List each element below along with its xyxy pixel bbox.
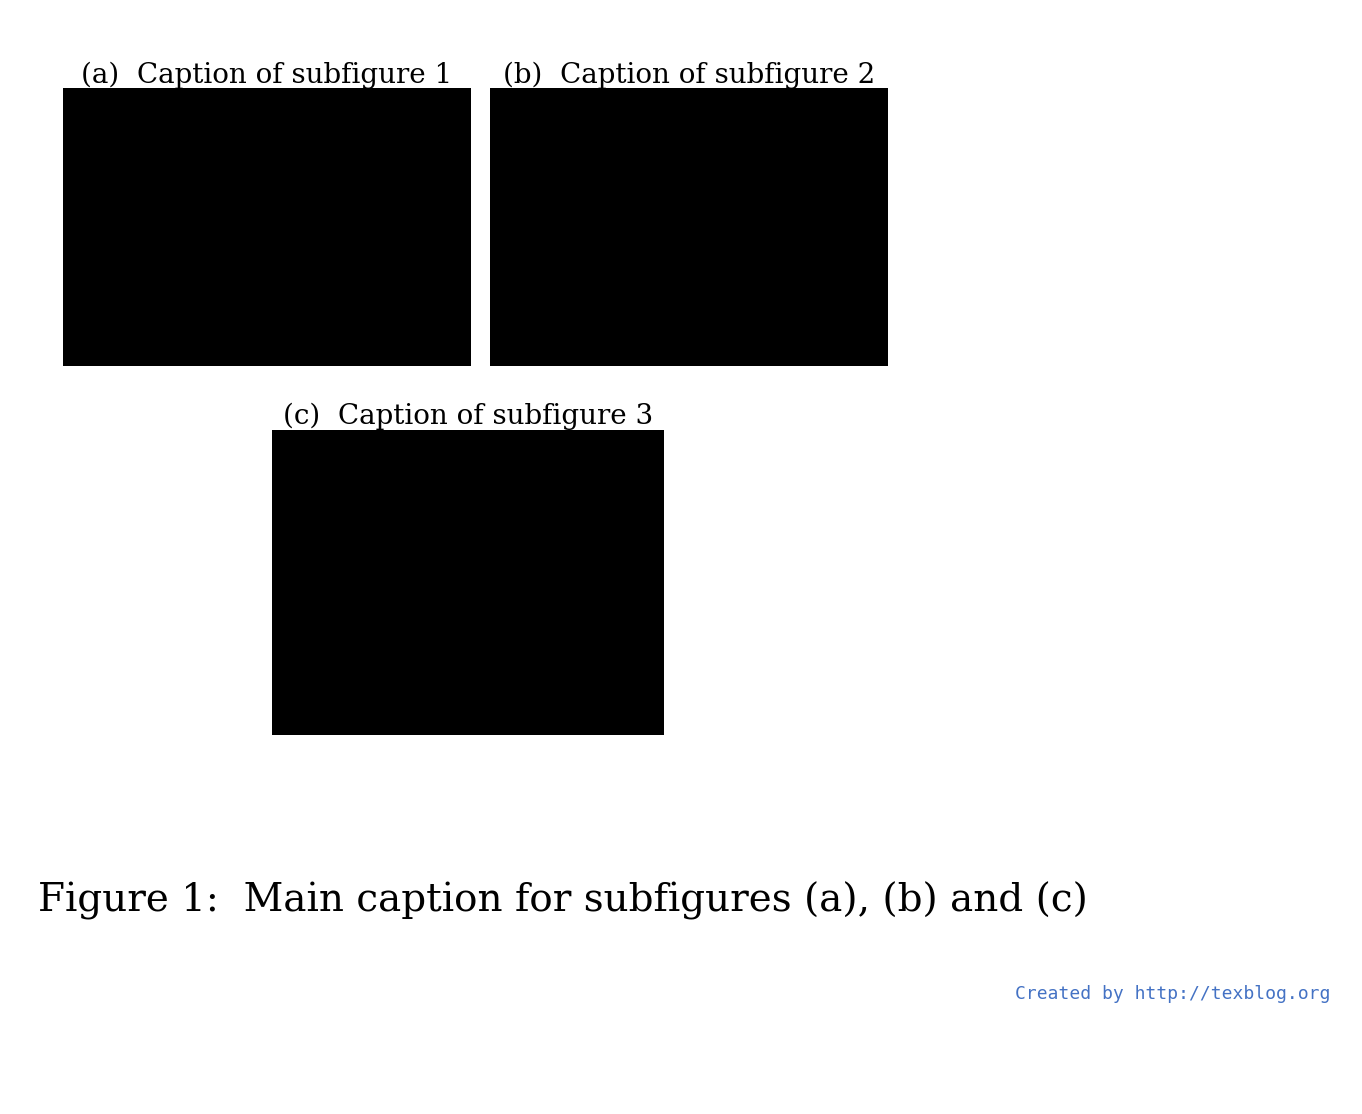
Text: (a)  Caption of subfigure 1: (a) Caption of subfigure 1 [82, 62, 452, 89]
Text: (c)  Caption of subfigure 3: (c) Caption of subfigure 3 [283, 403, 652, 430]
Text: (b)  Caption of subfigure 2: (b) Caption of subfigure 2 [503, 62, 876, 89]
Text: Created by http://texblog.org: Created by http://texblog.org [1015, 985, 1331, 1003]
Text: Figure 1:  Main caption for subfigures (a), (b) and (c): Figure 1: Main caption for subfigures (a… [38, 882, 1088, 920]
